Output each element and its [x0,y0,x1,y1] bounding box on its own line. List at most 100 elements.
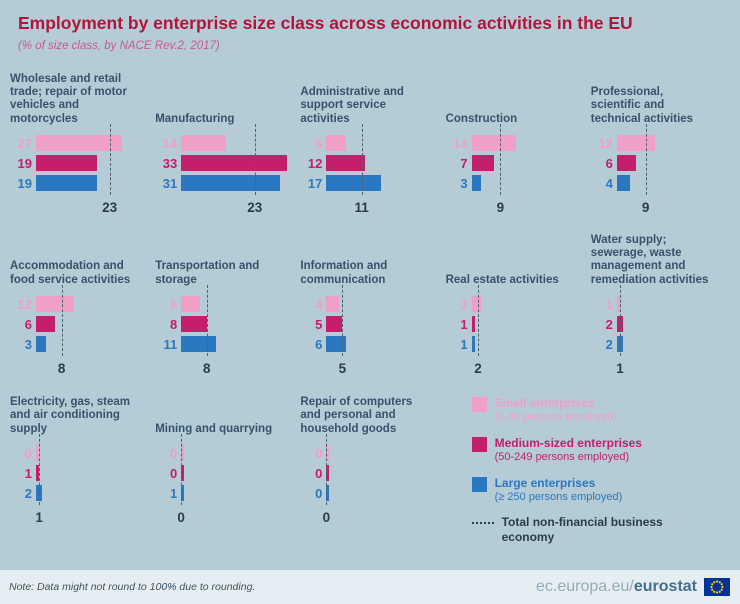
bar-s [36,445,39,461]
legend-label: Large enterprises [494,475,596,490]
bar-value: 14 [162,135,178,151]
bar-row: 6 [300,135,441,151]
header: Employment by enterprise size class acro… [0,0,740,52]
bar-row: 11 [155,336,296,352]
total-value: 23 [247,200,263,215]
chart-title-text: Real estate activities [445,273,559,286]
bar-s [326,445,329,461]
chart-title-text: Repair of computers and personal and hou… [300,396,413,435]
bar-value: 3 [460,175,468,191]
bar-row: 0 [10,445,151,461]
total-value: 11 [354,200,369,215]
chart-title: Electricity, gas, steam and air conditio… [10,392,132,436]
bar-s [471,135,517,151]
bar-value: 19 [17,175,32,191]
legend: Small enterprises (0-49 persons employed)… [444,392,732,545]
bar-value: 0 [315,485,323,501]
chart-bars: 0 0 1 0 [155,434,296,525]
bar-row: 2 [591,336,732,352]
legend-text: Medium-sized enterprises (50-249 persons … [495,436,642,465]
bar-value: 6 [605,155,613,171]
bar-m [181,465,184,481]
bar-row: 1 [446,336,587,352]
bar-l [181,175,281,191]
bar-value: 6 [24,316,32,332]
bar-value: 0 [169,465,178,481]
bar-value: 19 [17,155,32,171]
eurostat-url-prefix: ec.europa.eu/ [536,578,634,595]
bar-value: 2 [605,336,613,352]
bar-value: 6 [315,135,323,151]
mini-chart: Administrative and support service activ… [298,72,441,215]
legend-text: Total non-financial business economy [502,515,667,545]
bar-value: 33 [162,155,178,171]
legend-item: Small enterprises (0-49 persons employed) [471,396,732,425]
total-value: 5 [338,361,347,376]
total-dashed-line [181,434,183,505]
chart-title-text: Professional, scientific and technical a… [590,86,694,125]
chart-title-text: Mining and quarrying [155,422,273,435]
bar-value: 6 [315,336,323,352]
bar-row: 3 [10,336,151,352]
legend-label: Medium-sized enterprises [494,435,642,450]
legend-label: Small enterprises [494,396,595,410]
total-value: 9 [641,200,650,215]
eurostat-url: ec.europa.eu/eurostat [536,578,697,596]
bar-row: 6 [591,155,732,171]
bar-value: 12 [17,296,32,312]
bar-s [471,296,482,312]
color-swatch [471,397,487,412]
bar-s [36,296,75,312]
bar-s [616,135,656,151]
bar-row: 14 [155,135,296,151]
total-dashed-line [645,124,647,195]
bar-m [36,316,56,332]
bar-row: 3 [446,175,587,191]
bar-value: 8 [169,316,178,332]
bar-l [36,336,46,352]
mini-chart: Information and communication 4 5 6 5 [298,231,441,376]
footer-note: Note: Data might not round to 100% due t… [9,581,256,593]
bar-s [181,445,184,461]
bar-value: 11 [163,336,178,352]
bar-value: 6 [169,296,178,312]
bar-value: 31 [162,175,178,191]
eu-flag-icon [704,578,730,596]
bar-row: 31 [155,175,296,191]
chart-title: Real estate activities [446,231,568,287]
mini-chart: Professional, scientific and technical a… [589,72,732,215]
eurostat-wordmark: eurostat [633,578,697,595]
bar-row: 12 [10,296,151,312]
total-dashed-line [109,124,111,195]
bar-l [326,485,329,501]
bar-row: 17 [300,175,441,191]
chart-title-text: Administrative and support service activ… [300,86,404,125]
bar-s [326,135,346,151]
bar-value: 1 [169,485,178,501]
chart-title: Administrative and support service activ… [300,72,422,126]
color-swatch [471,476,487,492]
mini-chart: Construction 14 7 3 9 [444,72,587,215]
chart-title-text: Transportation and storage [155,260,260,286]
total-value: 9 [496,200,505,215]
bar-row: 1 [591,296,732,312]
bar-l [181,485,185,501]
bar-row: 0 [300,465,441,481]
legend-text: Large enterprises (≥ 250 persons employed… [495,476,623,505]
bar-m [36,465,40,481]
bar-row: 27 [10,135,151,151]
total-value: 2 [474,361,482,376]
chart-bars: 14 33 31 23 [155,124,296,215]
bar-s [616,296,620,312]
chart-bars: 6 12 17 11 [300,124,441,215]
chart-title-text: Information and communication [300,260,388,286]
bar-value: 12 [307,155,323,171]
bar-row: 33 [155,155,296,171]
total-value: 8 [203,361,211,376]
eurostat-brand: ec.europa.eu/eurostat [536,578,730,596]
total-dashed-line [477,285,479,356]
bar-row: 19 [10,155,151,171]
page-subtitle: (% of size class, by NACE Rev.2, 2017) [18,40,220,52]
bar-m [36,155,97,171]
chart-title-text: Water supply; sewerage, waste management… [590,233,709,286]
